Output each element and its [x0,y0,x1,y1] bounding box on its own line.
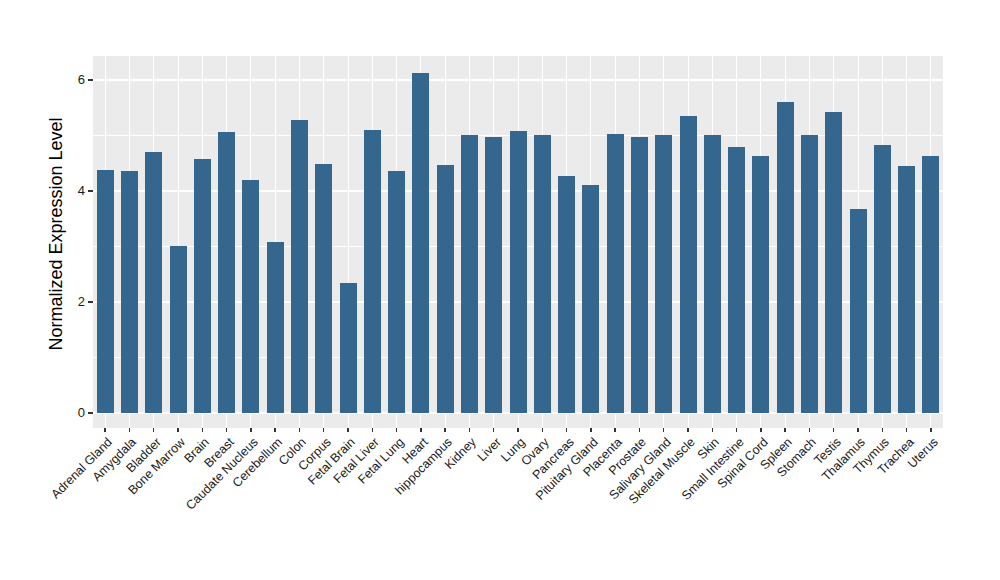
x-tick-mark [226,428,228,432]
y-tick-mark [88,301,93,303]
x-tick-mark [566,428,568,432]
bar [631,137,648,414]
bar [364,130,381,413]
bar [194,159,211,413]
expression-bar-chart-figure: Normalized Expression Level 0246 Adrenal… [0,0,1000,580]
bar [850,209,867,413]
bar [267,242,284,413]
y-axis-title: Normalized Expression Level [46,117,67,350]
x-tick-mark [420,428,422,432]
bar [704,135,721,413]
x-tick-mark [542,428,544,432]
x-tick-mark [857,428,859,432]
x-tick-mark [372,428,374,432]
x-tick-mark [469,428,471,432]
y-tick-mark [88,190,93,192]
bar [607,134,624,413]
bar [97,170,114,413]
bar [412,73,429,413]
bar [461,135,478,413]
x-tick-mark [687,428,689,432]
bar [801,135,818,413]
x-tick-mark [736,428,738,432]
y-tick-label: 4 [51,183,85,199]
x-tick-mark [639,428,641,432]
y-tick-label: 6 [51,72,85,88]
x-tick-mark [882,428,884,432]
x-tick-mark [833,428,835,432]
x-tick-mark [809,428,811,432]
y-tick-label: 2 [51,294,85,310]
bar [218,132,235,413]
x-tick-mark [250,428,252,432]
bar [752,156,769,413]
bar [582,185,599,413]
bar [145,152,162,413]
x-tick-mark [930,428,932,432]
bar [922,156,939,413]
x-tick-mark [202,428,204,432]
x-tick-mark [129,428,131,432]
bar [485,137,502,414]
x-tick-mark [323,428,325,432]
x-tick-mark [906,428,908,432]
bar [315,164,332,413]
x-tick-mark [517,428,519,432]
x-tick-mark [712,428,714,432]
bar [121,171,138,413]
bar [728,147,745,414]
bar [680,116,697,413]
x-tick-mark [784,428,786,432]
x-tick-mark [104,428,106,432]
bar [534,135,551,413]
bar [898,166,915,413]
y-tick-label: 0 [51,405,85,421]
bar [655,135,672,413]
bar [874,145,891,413]
y-tick-mark [88,412,93,414]
x-tick-mark [614,428,616,432]
bar [558,176,575,413]
bar [291,120,308,413]
x-tick-mark [153,428,155,432]
bar [242,180,259,413]
bar [388,171,405,413]
bar [510,131,527,413]
x-tick-mark [493,428,495,432]
bar [170,246,187,413]
bar [437,165,454,413]
x-tick-mark [444,428,446,432]
x-tick-mark [177,428,179,432]
x-tick-mark [347,428,349,432]
x-tick-mark [663,428,665,432]
plot-panel [93,56,943,428]
bar [340,283,357,413]
x-tick-mark [274,428,276,432]
bar [777,102,794,413]
x-tick-mark [590,428,592,432]
x-tick-mark [396,428,398,432]
y-tick-mark [88,79,93,81]
x-tick-mark [299,428,301,432]
x-tick-mark [760,428,762,432]
bar [825,112,842,413]
